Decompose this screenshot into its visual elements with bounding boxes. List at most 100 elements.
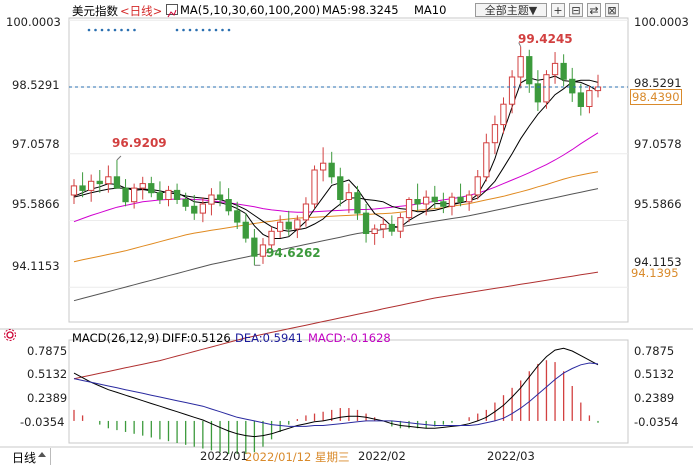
y-tick-left: 97.0578 [12, 137, 60, 151]
candle-body [474, 176, 481, 196]
candle-body [234, 210, 241, 223]
candle-body [543, 74, 550, 103]
macd-tick-right: 0.5132 [634, 367, 675, 381]
candle-body [96, 180, 103, 185]
swap-button[interactable]: ⇄ [587, 3, 601, 17]
period-tab-chevron-icon [38, 452, 46, 457]
candle-body [466, 194, 473, 203]
candle-body [113, 176, 121, 189]
candle-body [242, 221, 249, 239]
main-panel-frame [68, 17, 629, 323]
y-tick-left: 98.5291 [12, 78, 60, 92]
candle-body [491, 124, 499, 144]
ma-marker-dot [133, 28, 136, 32]
candle-body [508, 76, 516, 105]
candle-body [105, 176, 112, 185]
candle-body [517, 56, 524, 78]
candle-body [337, 176, 344, 201]
candle-body [259, 244, 267, 257]
y-tick-left: 94.1153 [12, 259, 60, 273]
y-tick-right: 97.0578 [634, 137, 682, 151]
candle-body [302, 203, 310, 221]
ma60-line [73, 171, 599, 263]
ma5-value: MA5:98.3245 [322, 3, 399, 17]
candle-body [534, 83, 542, 103]
candle-body [423, 196, 430, 205]
candle-body [70, 185, 78, 196]
annotation-high-left: 96.9209 [112, 136, 167, 150]
symbol-label: 美元指数 [72, 4, 118, 18]
candle-body [328, 162, 335, 178]
candle-body [448, 196, 456, 207]
candle-body [345, 192, 353, 200]
candle-body [500, 103, 507, 126]
close-button[interactable]: ⊠ [605, 3, 619, 17]
x-label-2022-03: 2022/03 [487, 449, 535, 463]
ma-marker-dot [201, 28, 205, 32]
candle-body [320, 162, 327, 171]
minimize-button[interactable]: ⊟ [569, 3, 583, 17]
add-button[interactable]: + [551, 3, 565, 17]
theme-select[interactable]: 全部主题▼ [475, 3, 547, 17]
ma-marker-dot [208, 28, 211, 32]
annotation-low: 94.6262 [266, 246, 321, 260]
y-tick-right: 100.0003 [634, 15, 689, 29]
candle-body [268, 230, 275, 246]
high-left-pointer [116, 155, 122, 161]
ma10-label: MA10 [414, 3, 447, 17]
annotation-high-right: 99.4245 [518, 32, 573, 46]
y-tick-right: 95.5866 [634, 197, 682, 211]
candle-body [294, 219, 301, 230]
candle-body [208, 194, 215, 205]
y-tick-left: 95.5866 [12, 197, 60, 211]
macd-tick-right: 0.7875 [634, 344, 675, 358]
macd-tick-left: -0.0354 [20, 415, 65, 429]
macd-dea: DEA:0.5941 [235, 331, 303, 345]
candle-body [311, 169, 318, 205]
period-tab[interactable]: 日线 [0, 448, 51, 465]
candle-body [594, 86, 602, 92]
candle-body [397, 217, 404, 232]
candle-body [440, 201, 447, 207]
candle-body [131, 187, 138, 203]
candle-body [251, 237, 258, 257]
macd-panel-frame [68, 339, 629, 444]
ma-marker-dot [175, 28, 179, 32]
candle-body [414, 199, 421, 205]
ma-marker-dot [182, 28, 185, 32]
macd-params: MACD(26,12,9) [72, 331, 160, 345]
ma-marker-dot [113, 28, 117, 32]
candle-body [182, 199, 189, 207]
y-tick-right: 98.5291 [634, 76, 682, 90]
candle-body [216, 194, 224, 200]
ma-marker-dot [126, 28, 130, 32]
ma-marker-dot [87, 28, 91, 32]
macd-tick-left: 0.5132 [27, 367, 68, 381]
macd-settings-icon[interactable] [4, 328, 16, 341]
macd-value: MACD:-0.1628 [308, 331, 391, 345]
ma-icon[interactable] [166, 4, 178, 18]
candle-body [354, 192, 361, 214]
candle-body [483, 142, 490, 178]
ma5-value-tag: 98.4390 [630, 89, 682, 105]
candle-body [560, 62, 567, 80]
candle-body [285, 221, 292, 230]
ma200-line [73, 271, 599, 380]
ma-marker-dot [120, 28, 123, 32]
candle-body [371, 228, 378, 234]
candle-body [362, 212, 370, 235]
candle-body [405, 199, 413, 219]
macd-tick-left: 0.7875 [27, 344, 68, 358]
ma-marker-dot [188, 28, 192, 32]
candle-body [586, 90, 593, 107]
candle-body [191, 205, 198, 214]
y-tick-right: 94.1153 [634, 255, 682, 269]
macd-tick-right: -0.0354 [634, 415, 679, 429]
x-label-2022-02: 2022/02 [358, 449, 406, 463]
candle-body [225, 199, 232, 212]
ma-marker-dot [94, 28, 97, 32]
candle-body [380, 223, 387, 230]
candle-body [165, 189, 172, 200]
period-label[interactable]: <日线> [120, 4, 163, 18]
